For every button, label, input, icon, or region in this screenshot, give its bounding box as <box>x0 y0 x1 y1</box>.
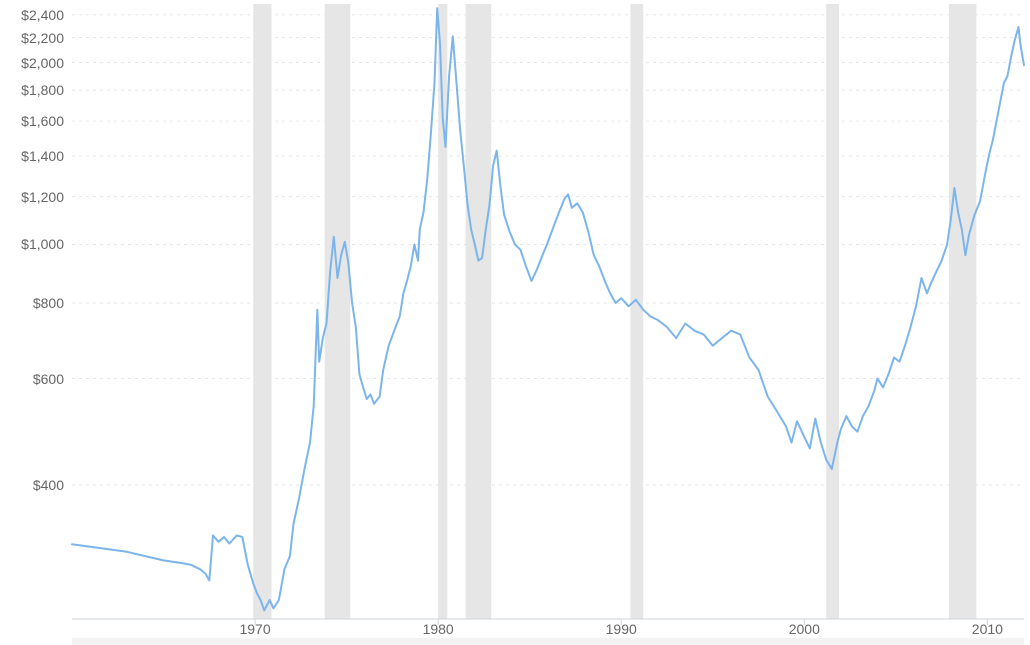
y-tick-label: $1,600 <box>0 113 64 129</box>
recession-band <box>466 4 492 619</box>
y-tick-label: $400 <box>0 477 64 493</box>
y-axis-labels: $400 $600 $800 $1,000 $1,200 $1,400 $1,600 $1,8… <box>0 0 64 645</box>
x-tick-label: 2010 <box>972 621 1003 637</box>
y-tick-label: $1,800 <box>0 82 64 98</box>
y-tick-label: $1,000 <box>0 236 64 252</box>
chart-svg <box>0 0 1030 645</box>
y-tick-label: $1,400 <box>0 148 64 164</box>
recession-band <box>949 4 976 619</box>
y-tick-label: $600 <box>0 371 64 387</box>
y-tick-label: $1,200 <box>0 189 64 205</box>
recession-band <box>630 4 643 619</box>
x-axis-labels: 1970 1980 1990 2000 2010 <box>0 621 1030 641</box>
y-tick-label: $2,000 <box>0 55 64 71</box>
y-tick-label: $2,400 <box>0 7 64 23</box>
x-tick-label: 1970 <box>239 621 270 637</box>
price-chart: $400 $600 $800 $1,000 $1,200 $1,400 $1,600 $1,8… <box>0 0 1030 645</box>
x-tick-label: 1990 <box>606 621 637 637</box>
recession-band <box>325 4 351 619</box>
x-tick-label: 2000 <box>789 621 820 637</box>
y-tick-label: $800 <box>0 295 64 311</box>
y-tick-label: $2,200 <box>0 30 64 46</box>
recession-band <box>253 4 271 619</box>
x-tick-label: 1980 <box>423 621 454 637</box>
recession-band <box>826 4 839 619</box>
